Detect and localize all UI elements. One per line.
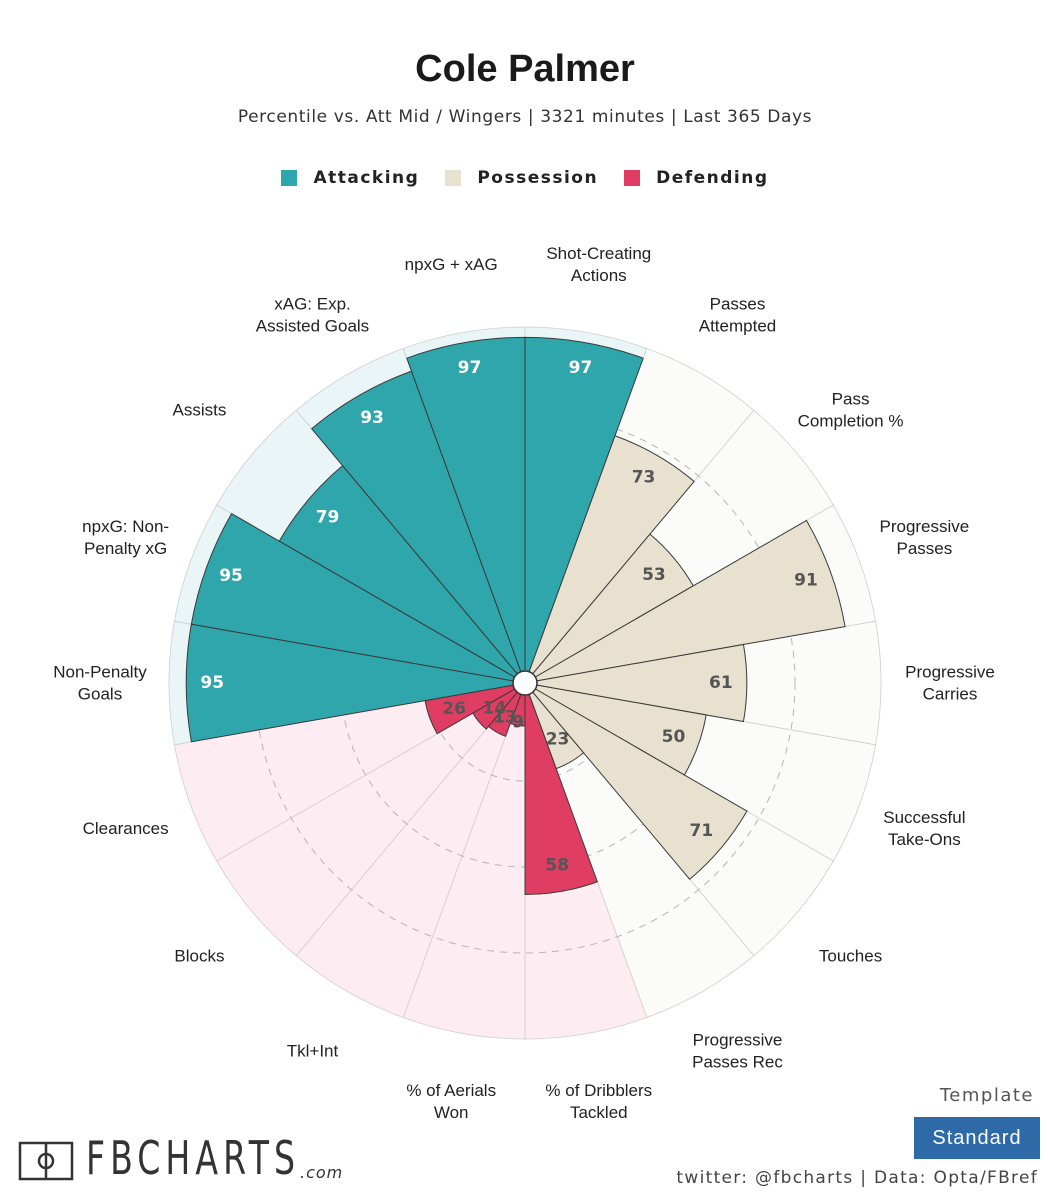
legend-item-possession: Possession bbox=[445, 168, 598, 188]
value-label: 93 bbox=[360, 408, 384, 428]
template-button[interactable]: Standard bbox=[914, 1117, 1040, 1159]
value-label: 26 bbox=[442, 699, 466, 719]
value-label: 95 bbox=[200, 673, 224, 693]
param-label: Progressive Carries bbox=[905, 663, 995, 704]
param-label: % of Aerials Won bbox=[406, 1081, 496, 1122]
value-label: 53 bbox=[642, 565, 666, 585]
param-label: Passes Attempted bbox=[699, 294, 777, 335]
chart-subtitle: Percentile vs. Att Mid / Wingers | 3321 … bbox=[237, 107, 813, 127]
legend-item-defending: Defending bbox=[624, 168, 768, 188]
value-label: 73 bbox=[632, 468, 656, 488]
credits: twitter: @fbcharts | Data: Opta/FBref bbox=[676, 1168, 1038, 1188]
legend-swatch-defending bbox=[624, 170, 641, 186]
center-hole bbox=[512, 670, 538, 696]
legend-label-possession: Possession bbox=[477, 168, 599, 188]
param-label: npxG: Non-Penalty xG bbox=[82, 517, 169, 558]
brand-suffix: .com bbox=[300, 1163, 344, 1182]
param-label: Blocks bbox=[174, 947, 224, 966]
param-label: Progressive Passes bbox=[879, 517, 969, 558]
param-label: Pass Completion % bbox=[798, 389, 904, 430]
value-label: 97 bbox=[569, 358, 593, 378]
legend: Attacking Possession Defending bbox=[0, 168, 1050, 188]
param-label: Progressive Passes Rec bbox=[692, 1031, 783, 1072]
param-label: Shot-Creating Actions bbox=[546, 244, 651, 285]
param-label: % of Dribblers Tackled bbox=[545, 1081, 652, 1122]
chart-title: Cole Palmer bbox=[415, 48, 635, 90]
value-label: 14 bbox=[483, 699, 507, 719]
legend-swatch-possession bbox=[445, 170, 462, 186]
legend-item-attacking: Attacking bbox=[281, 168, 419, 188]
param-label: Non-Penalty Goals bbox=[53, 663, 147, 704]
param-label: Tkl+Int bbox=[287, 1042, 339, 1061]
value-label: 9 bbox=[512, 712, 524, 732]
param-label: Successful Take-Ons bbox=[883, 808, 965, 849]
legend-label-attacking: Attacking bbox=[313, 168, 420, 188]
param-label: npxG + xAG bbox=[405, 255, 498, 274]
param-label: Clearances bbox=[83, 819, 169, 838]
value-label: 97 bbox=[458, 358, 482, 378]
legend-swatch-attacking bbox=[281, 170, 298, 186]
pitch-icon bbox=[18, 1141, 74, 1181]
legend-label-defending: Defending bbox=[656, 168, 769, 188]
param-label: Touches bbox=[819, 947, 882, 966]
value-label: 58 bbox=[545, 856, 569, 876]
param-label: Assists bbox=[173, 400, 227, 419]
value-label: 71 bbox=[690, 821, 714, 841]
value-label: 23 bbox=[546, 729, 570, 749]
value-label: 95 bbox=[219, 566, 243, 586]
param-label: xAG: Exp. Assisted Goals bbox=[256, 294, 369, 335]
value-label: 79 bbox=[316, 507, 340, 527]
value-label: 91 bbox=[794, 571, 818, 591]
value-label: 61 bbox=[709, 673, 733, 693]
value-label: 13 bbox=[493, 708, 517, 728]
brand-name: FBCHARTS bbox=[86, 1131, 301, 1185]
brand-logo: FBCHARTS .com bbox=[18, 1131, 383, 1185]
template-label: Template bbox=[939, 1085, 1034, 1106]
value-label: 50 bbox=[662, 727, 686, 747]
